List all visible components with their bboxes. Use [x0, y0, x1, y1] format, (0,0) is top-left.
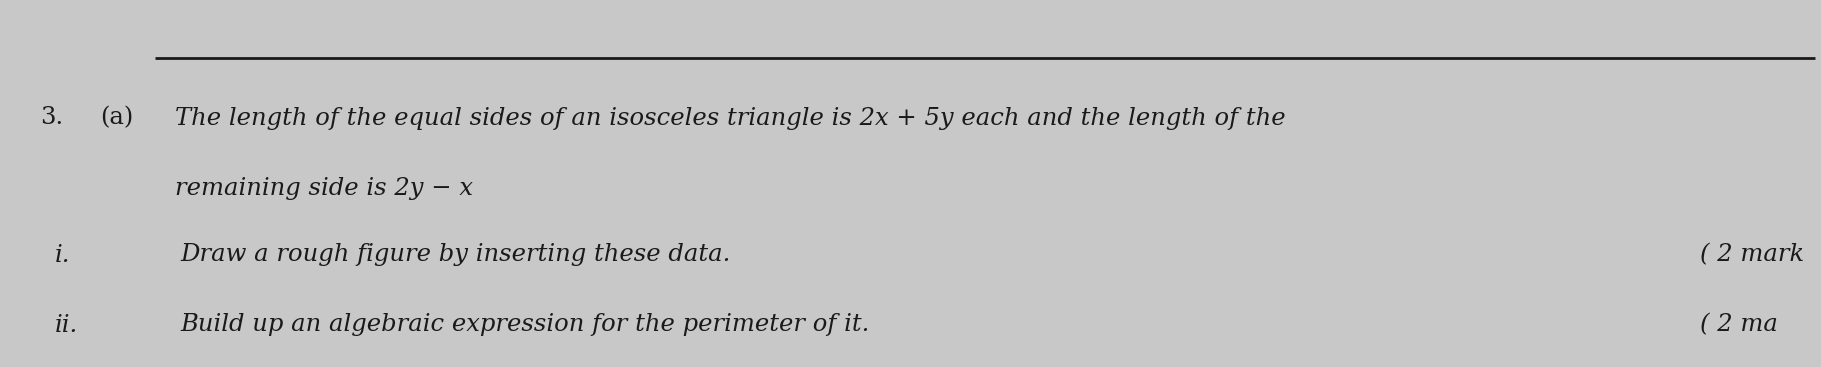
Text: remaining side is 2y − x: remaining side is 2y − x	[175, 177, 473, 200]
Text: The length of the equal sides of an isosceles triangle is 2x + 5y each and the l: The length of the equal sides of an isos…	[175, 106, 1286, 130]
Text: ii.: ii.	[55, 313, 78, 337]
Text: (a): (a)	[100, 106, 133, 130]
Text: 3.: 3.	[40, 106, 64, 130]
Text: Build up an algebraic expression for the perimeter of it.: Build up an algebraic expression for the…	[180, 313, 869, 337]
Text: ( 2 mark: ( 2 mark	[1701, 243, 1805, 266]
Text: i.: i.	[55, 243, 71, 266]
Text: Draw a rough figure by inserting these data.: Draw a rough figure by inserting these d…	[180, 243, 730, 266]
Text: ( 2 ma: ( 2 ma	[1701, 313, 1777, 337]
